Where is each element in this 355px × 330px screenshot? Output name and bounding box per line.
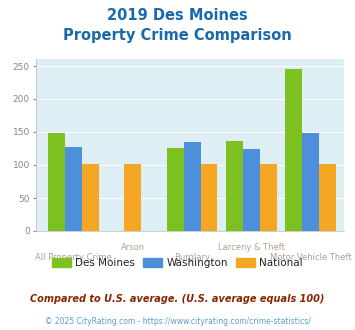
Bar xyxy=(48,133,65,231)
Bar xyxy=(243,149,260,231)
Text: Larceny & Theft: Larceny & Theft xyxy=(218,243,285,252)
Text: Burglary: Burglary xyxy=(174,253,210,262)
Text: 2019 Des Moines: 2019 Des Moines xyxy=(107,8,248,23)
Bar xyxy=(65,147,82,231)
Text: Property Crime Comparison: Property Crime Comparison xyxy=(63,28,292,43)
Bar xyxy=(260,164,277,231)
Text: Arson: Arson xyxy=(121,243,145,252)
Bar xyxy=(184,142,201,231)
Bar xyxy=(82,164,99,231)
Bar xyxy=(226,141,243,231)
Bar xyxy=(319,164,336,231)
Legend: Des Moines, Washington, National: Des Moines, Washington, National xyxy=(48,253,307,272)
Text: Compared to U.S. average. (U.S. average equals 100): Compared to U.S. average. (U.S. average … xyxy=(30,294,325,304)
Bar xyxy=(302,133,319,231)
Text: All Property Crime: All Property Crime xyxy=(35,253,112,262)
Bar xyxy=(124,164,141,231)
Text: Motor Vehicle Theft: Motor Vehicle Theft xyxy=(270,253,351,262)
Bar xyxy=(201,164,217,231)
Text: © 2025 CityRating.com - https://www.cityrating.com/crime-statistics/: © 2025 CityRating.com - https://www.city… xyxy=(45,317,310,326)
Bar xyxy=(285,69,302,231)
Bar xyxy=(166,148,184,231)
